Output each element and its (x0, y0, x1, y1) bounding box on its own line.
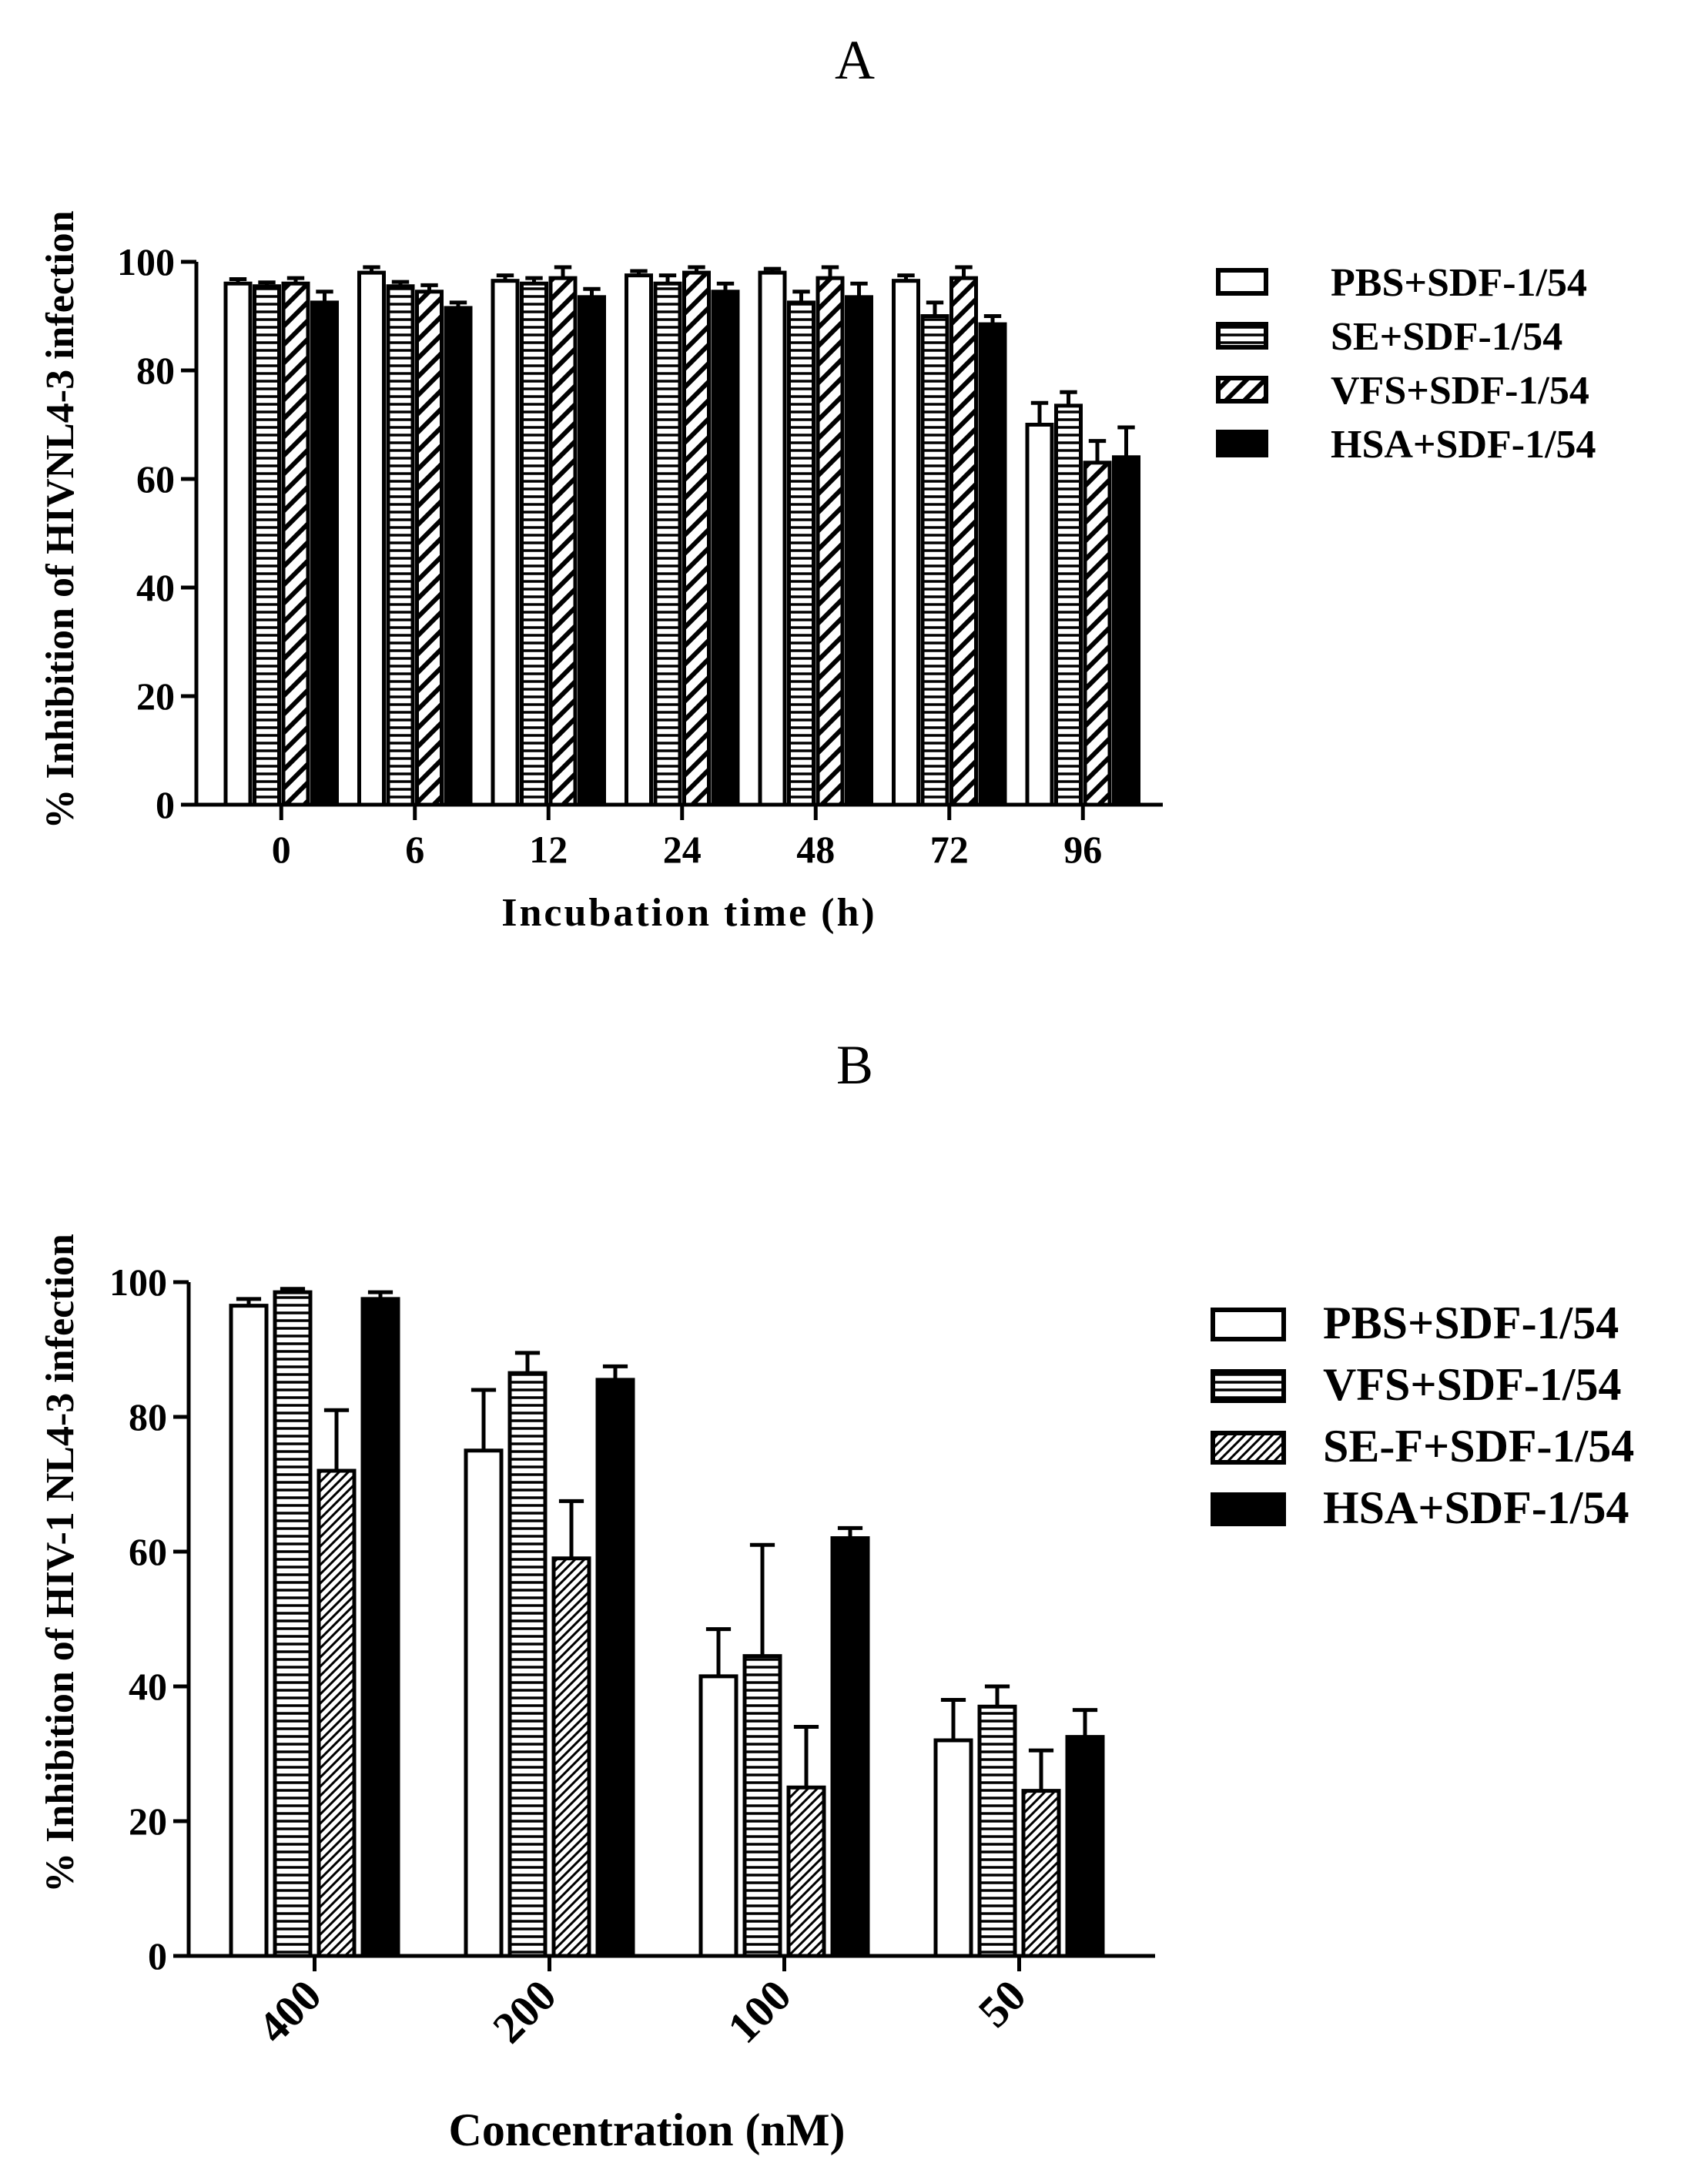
chart-panel-b: B % Inhibition of HIV-1 NL4-3 infection … (39, 1034, 1634, 2155)
legend-label: SE-F+SDF-1/54 (1323, 1421, 1634, 1472)
bar-SE+SDF-1/54-6 (386, 284, 415, 807)
bar-SE+SDF-1/54-24 (653, 281, 682, 807)
axes-a: 0 20 40 60 80 100 0 6 12 24 48 72 96 (117, 240, 1163, 871)
y-tick-label: 40 (136, 566, 175, 609)
bar-HSA+SDF-1/54-6 (444, 306, 473, 807)
bar-VFS+SDF-1/54-100 (742, 1654, 782, 1958)
x-tick-label: 48 (796, 828, 835, 871)
bar-HSA+SDF-1/54-72 (978, 322, 1007, 807)
bar-HSA+SDF-1/54-100 (830, 1536, 870, 1958)
bar-SE+SDF-1/54-96 (1054, 404, 1083, 807)
bar-SE-F+SDF-1/54-50 (1021, 1789, 1061, 1958)
bar-VFS+SDF-1/54-72 (949, 276, 978, 807)
bar-HSA+SDF-1/54-400 (360, 1297, 400, 1958)
bar-PBS+SDF-1/54-0 (223, 281, 253, 807)
legend-label: HSA+SDF-1/54 (1323, 1482, 1629, 1533)
panel-label-b: B (836, 1034, 873, 1096)
legend-swatch-HSA+SDF-1/54 (1216, 430, 1268, 457)
x-tick-label: 400 (248, 1970, 330, 2052)
bar-VFS+SDF-1/54-200 (507, 1371, 548, 1958)
y-tick-label: 20 (129, 1800, 167, 1843)
bar-HSA+SDF-1/54-50 (1065, 1735, 1105, 1958)
legend-label: VFS+SDF-1/54 (1331, 369, 1589, 413)
y-tick-label: 0 (156, 783, 175, 826)
y-tick-label: 40 (129, 1665, 167, 1708)
bar-PBS+SDF-1/54-6 (357, 270, 386, 807)
bar-SE+SDF-1/54-72 (920, 314, 949, 807)
bar-PBS+SDF-1/54-96 (1025, 423, 1054, 807)
x-tick-label: 72 (930, 828, 969, 871)
bar-HSA+SDF-1/54-0 (310, 300, 339, 807)
bar-HSA+SDF-1/54-96 (1112, 455, 1140, 807)
chart-marks-b (229, 1287, 1105, 1958)
x-axis-title-b: Concentration (nM) (449, 2105, 846, 2155)
bar-PBS+SDF-1/54-24 (625, 273, 653, 807)
bar-SE+SDF-1/54-12 (520, 281, 548, 807)
chart-marks-a (223, 265, 1140, 807)
y-axis-title-a: % Inhibition of HIVNL4-3 infection (39, 210, 82, 829)
legend-a: PBS+SDF-1/54 SE+SDF-1/54 VFS+SDF-1/54 HSA+S… (1216, 261, 1596, 467)
y-tick-label: 60 (136, 457, 175, 501)
bar-HSA+SDF-1/54-24 (711, 290, 740, 807)
y-tick-label: 100 (109, 1261, 167, 1304)
legend-label: VFS+SDF-1/54 (1323, 1359, 1622, 1410)
bar-VFS+SDF-1/54-50 (977, 1704, 1017, 1958)
bar-SE-F+SDF-1/54-100 (786, 1785, 826, 1958)
bar-VFS+SDF-1/54-24 (682, 270, 711, 807)
bar-PBS+SDF-1/54-48 (758, 270, 787, 807)
bar-SE+SDF-1/54-48 (787, 300, 815, 807)
bar-SE-F+SDF-1/54-400 (316, 1468, 357, 1958)
x-tick-label: 100 (718, 1970, 800, 2052)
x-axis-title-a: Incubation time (h) (501, 891, 876, 935)
legend-swatch-HSA+SDF-1/54 (1211, 1492, 1286, 1526)
bar-VFS+SDF-1/54-96 (1083, 460, 1112, 807)
legend-swatch-PBS+SDF-1/54 (1216, 268, 1268, 296)
legend-label: HSA+SDF-1/54 (1331, 423, 1596, 467)
legend-swatch-SE-F+SDF-1/54 (1211, 1431, 1286, 1465)
y-tick-label: 0 (148, 1934, 167, 1977)
x-tick-label: 12 (529, 828, 568, 871)
y-tick-label: 80 (136, 349, 175, 392)
y-tick-label: 20 (136, 675, 175, 718)
bar-SE+SDF-1/54-0 (253, 284, 281, 807)
bar-VFS+SDF-1/54-6 (415, 290, 444, 807)
y-axis-title-b: % Inhibition of HIV-1 NL4-3 infection (39, 1234, 82, 1893)
x-tick-label: 50 (969, 1970, 1036, 2037)
bar-PBS+SDF-1/54-100 (698, 1674, 738, 1958)
bar-HSA+SDF-1/54-12 (578, 295, 606, 807)
bar-HSA+SDF-1/54-200 (595, 1378, 635, 1958)
x-tick-label: 24 (663, 828, 702, 871)
legend-b: PBS+SDF-1/54 VFS+SDF-1/54 SE-F+SDF-1/54 HSA… (1211, 1298, 1634, 1533)
y-tick-label: 80 (129, 1395, 167, 1438)
legend-label: SE+SDF-1/54 (1331, 315, 1562, 359)
x-tick-label: 6 (405, 828, 424, 871)
y-tick-label: 60 (129, 1530, 167, 1573)
bar-VFS+SDF-1/54-400 (273, 1290, 313, 1958)
bar-VFS+SDF-1/54-0 (281, 281, 310, 807)
y-tick-label: 100 (117, 240, 175, 283)
legend-swatch-VFS+SDF-1/54 (1216, 376, 1268, 404)
bar-PBS+SDF-1/54-400 (229, 1304, 269, 1958)
bar-VFS+SDF-1/54-48 (815, 276, 845, 807)
x-tick-label: 200 (483, 1970, 565, 2052)
legend-swatch-VFS+SDF-1/54 (1211, 1369, 1286, 1403)
chart-panel-a: A % Inhibition of HIVNL4-3 infection Inc… (39, 29, 1596, 935)
bar-HSA+SDF-1/54-48 (845, 295, 873, 807)
x-tick-label: 96 (1063, 828, 1102, 871)
x-tick-label: 0 (272, 828, 291, 871)
bar-PBS+SDF-1/54-50 (933, 1738, 973, 1958)
legend-swatch-PBS+SDF-1/54 (1211, 1308, 1286, 1341)
bar-SE-F+SDF-1/54-200 (551, 1556, 591, 1958)
bar-VFS+SDF-1/54-12 (548, 276, 578, 807)
legend-label: PBS+SDF-1/54 (1323, 1298, 1619, 1348)
panel-label-a: A (835, 29, 875, 91)
bar-PBS+SDF-1/54-200 (464, 1448, 504, 1958)
bar-PBS+SDF-1/54-12 (491, 279, 520, 807)
legend-swatch-SE+SDF-1/54 (1216, 322, 1268, 350)
bar-PBS+SDF-1/54-72 (892, 279, 920, 807)
legend-label: PBS+SDF-1/54 (1331, 261, 1587, 305)
